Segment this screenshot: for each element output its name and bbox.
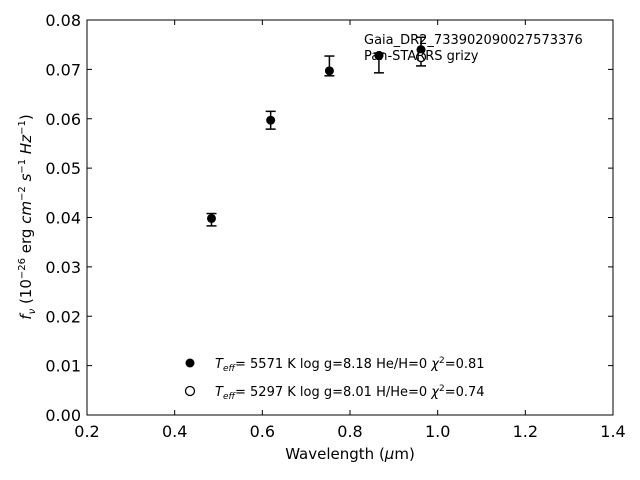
data-layer	[206, 36, 427, 227]
y-tick-label: 0.03	[45, 258, 81, 277]
y-tick-label: 0.04	[45, 209, 81, 228]
ticks-layer: 0.2 0.4 0.6 0.8 1.0 1.2 1.4 0.00 0.01 0.02 0.03 0.0…	[45, 11, 625, 441]
annotation-line: Pan-STARRS grizy	[364, 49, 479, 64]
x-tick-label: 1.0	[425, 422, 450, 441]
x-axis-label: Wavelength (μm)	[285, 445, 415, 463]
legend-marker-filled	[185, 358, 195, 368]
y-tick-label: 0.01	[45, 357, 81, 376]
y-tick-label: 0.06	[45, 110, 81, 129]
data-point	[206, 213, 216, 223]
x-tick-label: 0.6	[250, 422, 275, 441]
y-tick-label: 0.08	[45, 11, 81, 30]
y-axis-label: fν (10−26 erg cm−2 s−1 Hz−1)	[17, 114, 38, 319]
y-tick-label: 0.05	[45, 159, 81, 178]
y-tick-label: 0.00	[45, 406, 81, 425]
x-tick-label: 0.2	[74, 422, 99, 441]
x-tick-label: 1.4	[600, 422, 625, 441]
x-tick-label: 0.4	[162, 422, 187, 441]
annotation-line: Gaia_DR2_733902090027573376	[364, 33, 583, 48]
plot-frame	[86, 19, 614, 416]
legend: Teff= 5571 K log g=8.18 He/H=0 χ2=0.81 Te…	[184, 356, 485, 402]
legend-label: Teff= 5297 K log g=8.01 H/He=0 χ2=0.74	[215, 384, 485, 402]
data-point	[324, 66, 334, 76]
x-tick-label: 0.8	[337, 422, 362, 441]
y-tick-label: 0.07	[45, 60, 81, 79]
legend-label: Teff= 5571 K log g=8.18 He/H=0 χ2=0.81	[215, 356, 485, 374]
x-tick-label: 1.2	[513, 422, 538, 441]
y-tick-label: 0.02	[45, 307, 81, 326]
model-point-open	[415, 51, 427, 63]
legend-marker-open	[184, 385, 196, 397]
model-point-filled	[374, 51, 384, 61]
data-point	[266, 115, 276, 125]
data-point	[416, 45, 426, 55]
